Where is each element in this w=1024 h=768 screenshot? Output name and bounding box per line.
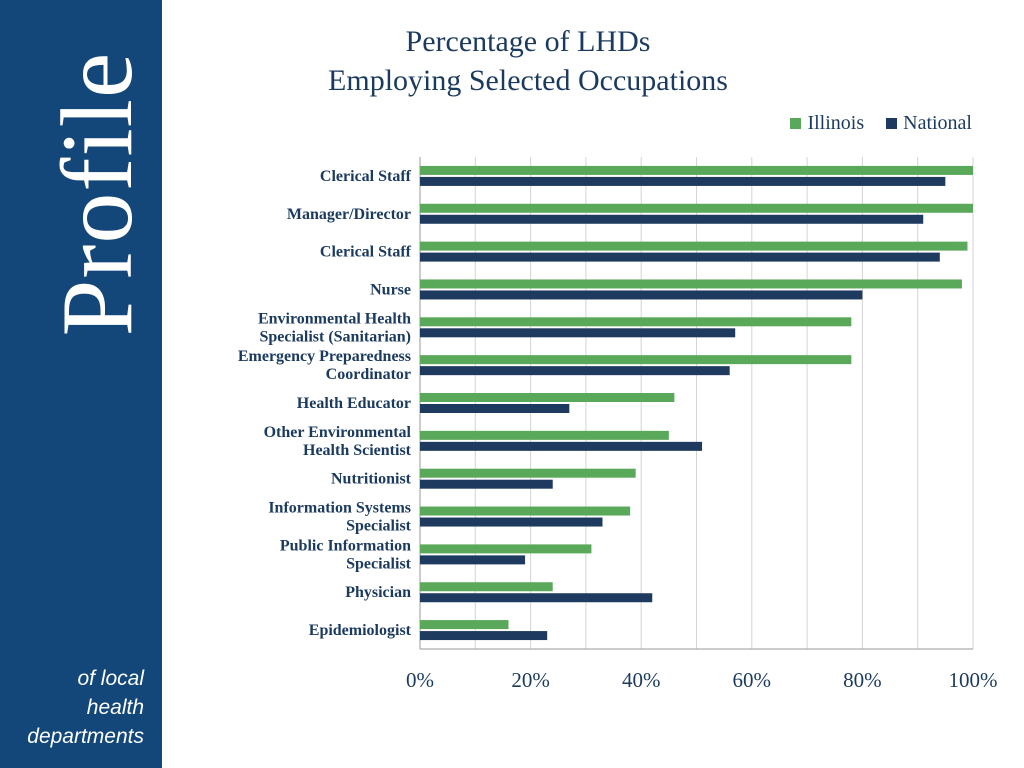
bar-national (420, 517, 603, 527)
category-label: Information Systems Specialist (268, 500, 411, 535)
category-label: Public Information Specialist (280, 537, 412, 572)
legend-item-illinois: Illinois (790, 112, 864, 135)
bar-national (420, 214, 924, 224)
category-label: Emergency Preparedness Coordinator (238, 348, 411, 383)
sidebar-brand-panel: Profile of local health departments (0, 0, 162, 768)
bar-national (420, 631, 548, 641)
category-label: Nurse (370, 281, 411, 298)
bar-illinois (420, 241, 968, 251)
brand-tagline-line: departments (27, 725, 144, 748)
bar-illinois (420, 279, 962, 289)
brand-tagline: of local health departments (27, 664, 144, 751)
chart-title-line: Percentage of LHDs (405, 25, 651, 58)
category-label: Clerical Staff (320, 244, 412, 261)
bar-national (420, 441, 703, 451)
bar-national (420, 479, 553, 489)
bar-national (420, 252, 940, 262)
legend-swatch-national (886, 118, 898, 129)
x-tick-label: 0% (406, 668, 434, 692)
bar-illinois (420, 506, 631, 516)
bar-illinois (420, 468, 636, 478)
bar-illinois (420, 317, 852, 327)
bar-national (420, 404, 570, 413)
bar-illinois (420, 203, 973, 213)
bar-national (420, 290, 863, 300)
x-tick-label: 60% (733, 668, 772, 692)
legend-label-illinois: Illinois (807, 112, 865, 134)
bar-national (420, 328, 736, 338)
brand-tagline-line: of local (77, 667, 144, 690)
bar-illinois (420, 165, 973, 175)
bar-illinois (420, 355, 852, 365)
chart-title: Percentage of LHDs Employing Selected Oc… (270, 22, 786, 100)
x-tick-label: 80% (843, 668, 882, 692)
x-tick-label: 40% (622, 668, 661, 692)
bar-illinois (420, 620, 509, 630)
legend-item-national: National (886, 112, 972, 135)
bar-national (420, 176, 946, 186)
chart-legend: Illinois National (790, 112, 972, 135)
bar-national (420, 593, 653, 603)
x-tick-label: 20% (511, 668, 550, 692)
category-label: Epidemiologist (309, 622, 412, 639)
category-label: Other Environmental Health Scientist (264, 424, 412, 459)
bar-illinois (420, 430, 669, 440)
bar-illinois (420, 544, 592, 554)
bar-national (420, 366, 730, 376)
bar-illinois (420, 393, 675, 402)
legend-label-national: National (903, 112, 972, 134)
chart-title-line: Employing Selected Occupations (328, 64, 728, 97)
category-label: Health Educator (297, 395, 411, 412)
bar-national (420, 555, 526, 565)
category-label: Clerical Staff (320, 168, 412, 185)
category-label: Nutritionist (331, 471, 412, 488)
bar-illinois (420, 582, 553, 592)
legend-swatch-illinois (790, 118, 802, 129)
x-tick-label: 100% (949, 668, 998, 692)
category-label: Environmental Health Specialist (Sanitari… (258, 310, 411, 345)
brand-tagline-line: health (86, 696, 144, 719)
category-label: Manager/Director (287, 206, 411, 223)
category-label: Physician (345, 584, 411, 601)
